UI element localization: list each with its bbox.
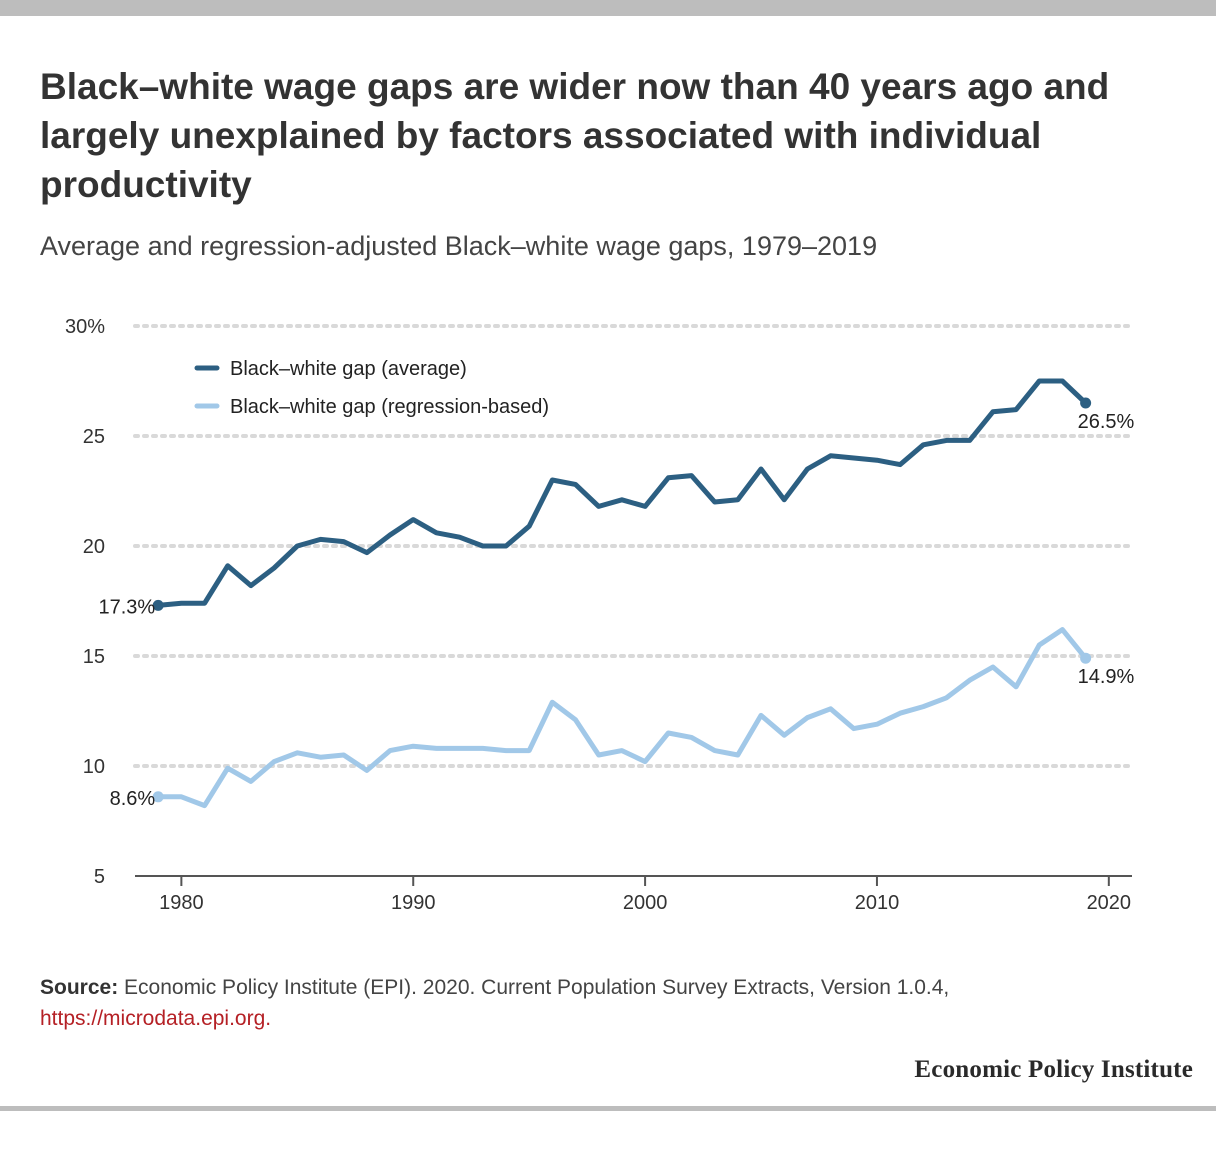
end-point-regression	[1080, 652, 1092, 664]
y-tick-label: 15	[83, 646, 105, 668]
source-text: Economic Policy Institute (EPI). 2020. C…	[118, 976, 950, 999]
epi-logo: Economic Policy Institute	[914, 1056, 1193, 1083]
start-label-average: 17.3%	[98, 596, 155, 618]
chart-subtitle: Average and regression-adjusted Black–wh…	[40, 231, 878, 261]
start-point-regression	[152, 791, 164, 803]
legend-label-regression: Black–white gap (regression-based)	[230, 396, 549, 418]
x-tick-label: 2010	[855, 892, 900, 914]
x-tick-label: 1980	[159, 892, 204, 914]
gridlines	[133, 324, 1134, 768]
y-tick-label: 30%	[65, 316, 105, 338]
x-tick-label: 1990	[391, 892, 436, 914]
top-border	[0, 0, 1216, 16]
end-label-regression: 14.9%	[1078, 666, 1135, 688]
data-labels: 17.3% 26.5% 8.6% 14.9%	[98, 411, 1134, 810]
x-tick-label: 2000	[623, 892, 668, 914]
legend: Black–white gap (average) Black–white gap…	[194, 358, 549, 418]
end-point-average	[1080, 397, 1092, 409]
source-label: Source:	[40, 976, 119, 999]
y-tick-label: 5	[94, 866, 105, 888]
y-tick-label: 20	[83, 536, 105, 558]
source-note: Source: Economic Policy Institute (EPI).…	[40, 972, 1050, 1034]
bottom-border	[0, 1106, 1216, 1111]
start-label-regression: 8.6%	[110, 788, 156, 810]
y-tick-label: 25	[83, 426, 105, 448]
series-line-regression	[155, 627, 1089, 809]
end-label-average: 26.5%	[1078, 411, 1135, 433]
start-point-average	[152, 599, 164, 611]
legend-label-average: Black–white gap (average)	[230, 358, 467, 380]
axes: 5 10 15 20 25 30% 1980 1990 2000 2010 2020	[65, 316, 1132, 914]
y-tick-label: 10	[83, 756, 105, 778]
line-chart: 5 10 15 20 25 30% 1980 1990 2000 2010 2020 17.3% 26…	[65, 316, 1135, 914]
source-link[interactable]: https://microdata.epi.org.	[40, 1007, 272, 1030]
chart-title: Black–white wage gaps are wider now than…	[40, 66, 1110, 205]
x-tick-label: 2020	[1087, 892, 1132, 914]
series-lines	[152, 378, 1092, 809]
series-line-average	[155, 378, 1089, 608]
